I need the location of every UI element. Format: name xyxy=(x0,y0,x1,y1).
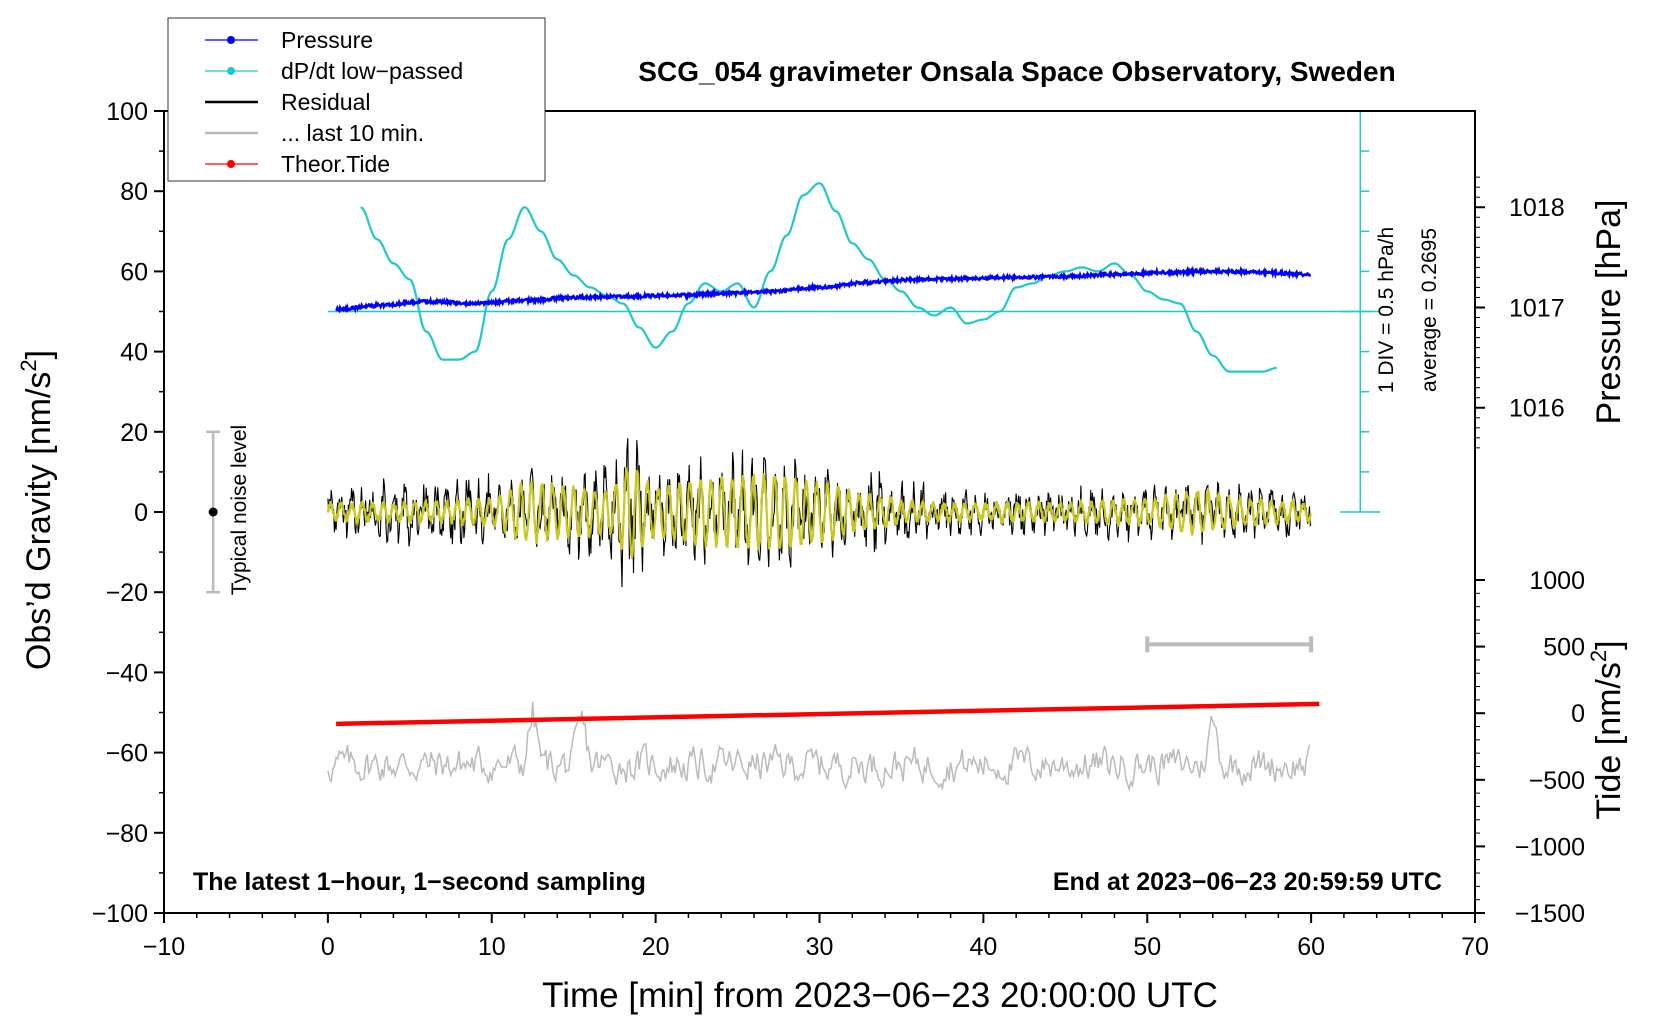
x-axis-label: Time [min] from 2023−06−23 20:00:00 UTC xyxy=(542,976,1218,1015)
tide-tick-label: 500 xyxy=(1543,634,1585,662)
x-tick-label: 50 xyxy=(1133,933,1161,961)
legend-label: ... last 10 min. xyxy=(281,120,424,146)
y-axis-label-pressure: Pressure [hPa] xyxy=(1590,200,1628,425)
y-tick-label: −60 xyxy=(106,740,148,768)
legend-marker xyxy=(227,160,235,168)
x-tick-label: −10 xyxy=(143,933,185,961)
noise-bar-dot xyxy=(208,507,218,517)
x-tick-label: 0 xyxy=(321,933,335,961)
y-axis-label-left: Obs’d Gravity [nm/s2] xyxy=(16,350,58,670)
legend-marker xyxy=(227,67,235,75)
plot-layer xyxy=(206,110,1381,792)
tide-tick-label: −1000 xyxy=(1515,833,1585,861)
y-axis-label-tide: Tide [nm/s2] xyxy=(1586,640,1628,819)
noise-label: Typical noise level xyxy=(228,425,251,595)
legend-box xyxy=(167,17,546,182)
footer-left: The latest 1−hour, 1−second sampling xyxy=(193,868,646,896)
pressure-tick-label: 1018 xyxy=(1509,194,1565,222)
y-tick-label: 0 xyxy=(134,499,148,527)
legend: Pressure dP/dt low−passed Residual ... last… xyxy=(167,17,546,182)
legend-label: Theor.Tide xyxy=(281,151,390,177)
tide-tick-label: 1000 xyxy=(1529,567,1585,595)
axes-layer: −10 0 10 20 30 40 50 60 70100806040200−20−40−60−… xyxy=(92,98,1585,961)
legend-label: dP/dt low−passed xyxy=(281,58,463,84)
series-last10-line xyxy=(327,701,1311,792)
y-tick-label: 100 xyxy=(106,98,148,126)
footer-right: End at 2023−06−23 20:59:59 UTC xyxy=(1053,868,1442,896)
legend-label: Residual xyxy=(281,89,371,115)
x-tick-label: 40 xyxy=(969,933,997,961)
pressure-tick-label: 1016 xyxy=(1509,395,1565,423)
series-dpdt-line xyxy=(360,182,1277,373)
tide-tick-label: −1500 xyxy=(1515,900,1585,928)
y-tick-label: 80 xyxy=(120,178,148,206)
x-tick-label: 70 xyxy=(1461,933,1489,961)
series-tide-line xyxy=(336,701,1320,727)
tide-tick-label: 0 xyxy=(1571,700,1585,728)
y-tick-label: −40 xyxy=(106,659,148,687)
x-tick-label: 20 xyxy=(642,933,670,961)
y-tick-label: 20 xyxy=(120,419,148,447)
y-tick-label: −100 xyxy=(92,900,148,928)
dpdt-scale-label: 1 DIV = 0.5 hPa/h xyxy=(1375,227,1398,393)
legend-label: Pressure xyxy=(281,27,373,53)
x-tick-label: 10 xyxy=(478,933,506,961)
y-tick-label: 60 xyxy=(120,258,148,286)
y-tick-label: −80 xyxy=(106,820,148,848)
chart-title: SCG_054 gravimeter Onsala Space Observat… xyxy=(638,56,1395,87)
dpdt-average-label: average = 0.2695 xyxy=(1418,228,1441,392)
x-tick-label: 30 xyxy=(806,933,834,961)
pressure-tick-label: 1017 xyxy=(1509,294,1565,322)
series-filtered-line xyxy=(326,467,1312,559)
x-tick-label: 60 xyxy=(1297,933,1325,961)
tide-tick-label: −500 xyxy=(1529,767,1585,795)
legend-marker xyxy=(227,36,235,44)
series-pressure-line xyxy=(335,265,1311,314)
y-tick-label: −20 xyxy=(106,579,148,607)
y-tick-label: 40 xyxy=(120,339,148,367)
